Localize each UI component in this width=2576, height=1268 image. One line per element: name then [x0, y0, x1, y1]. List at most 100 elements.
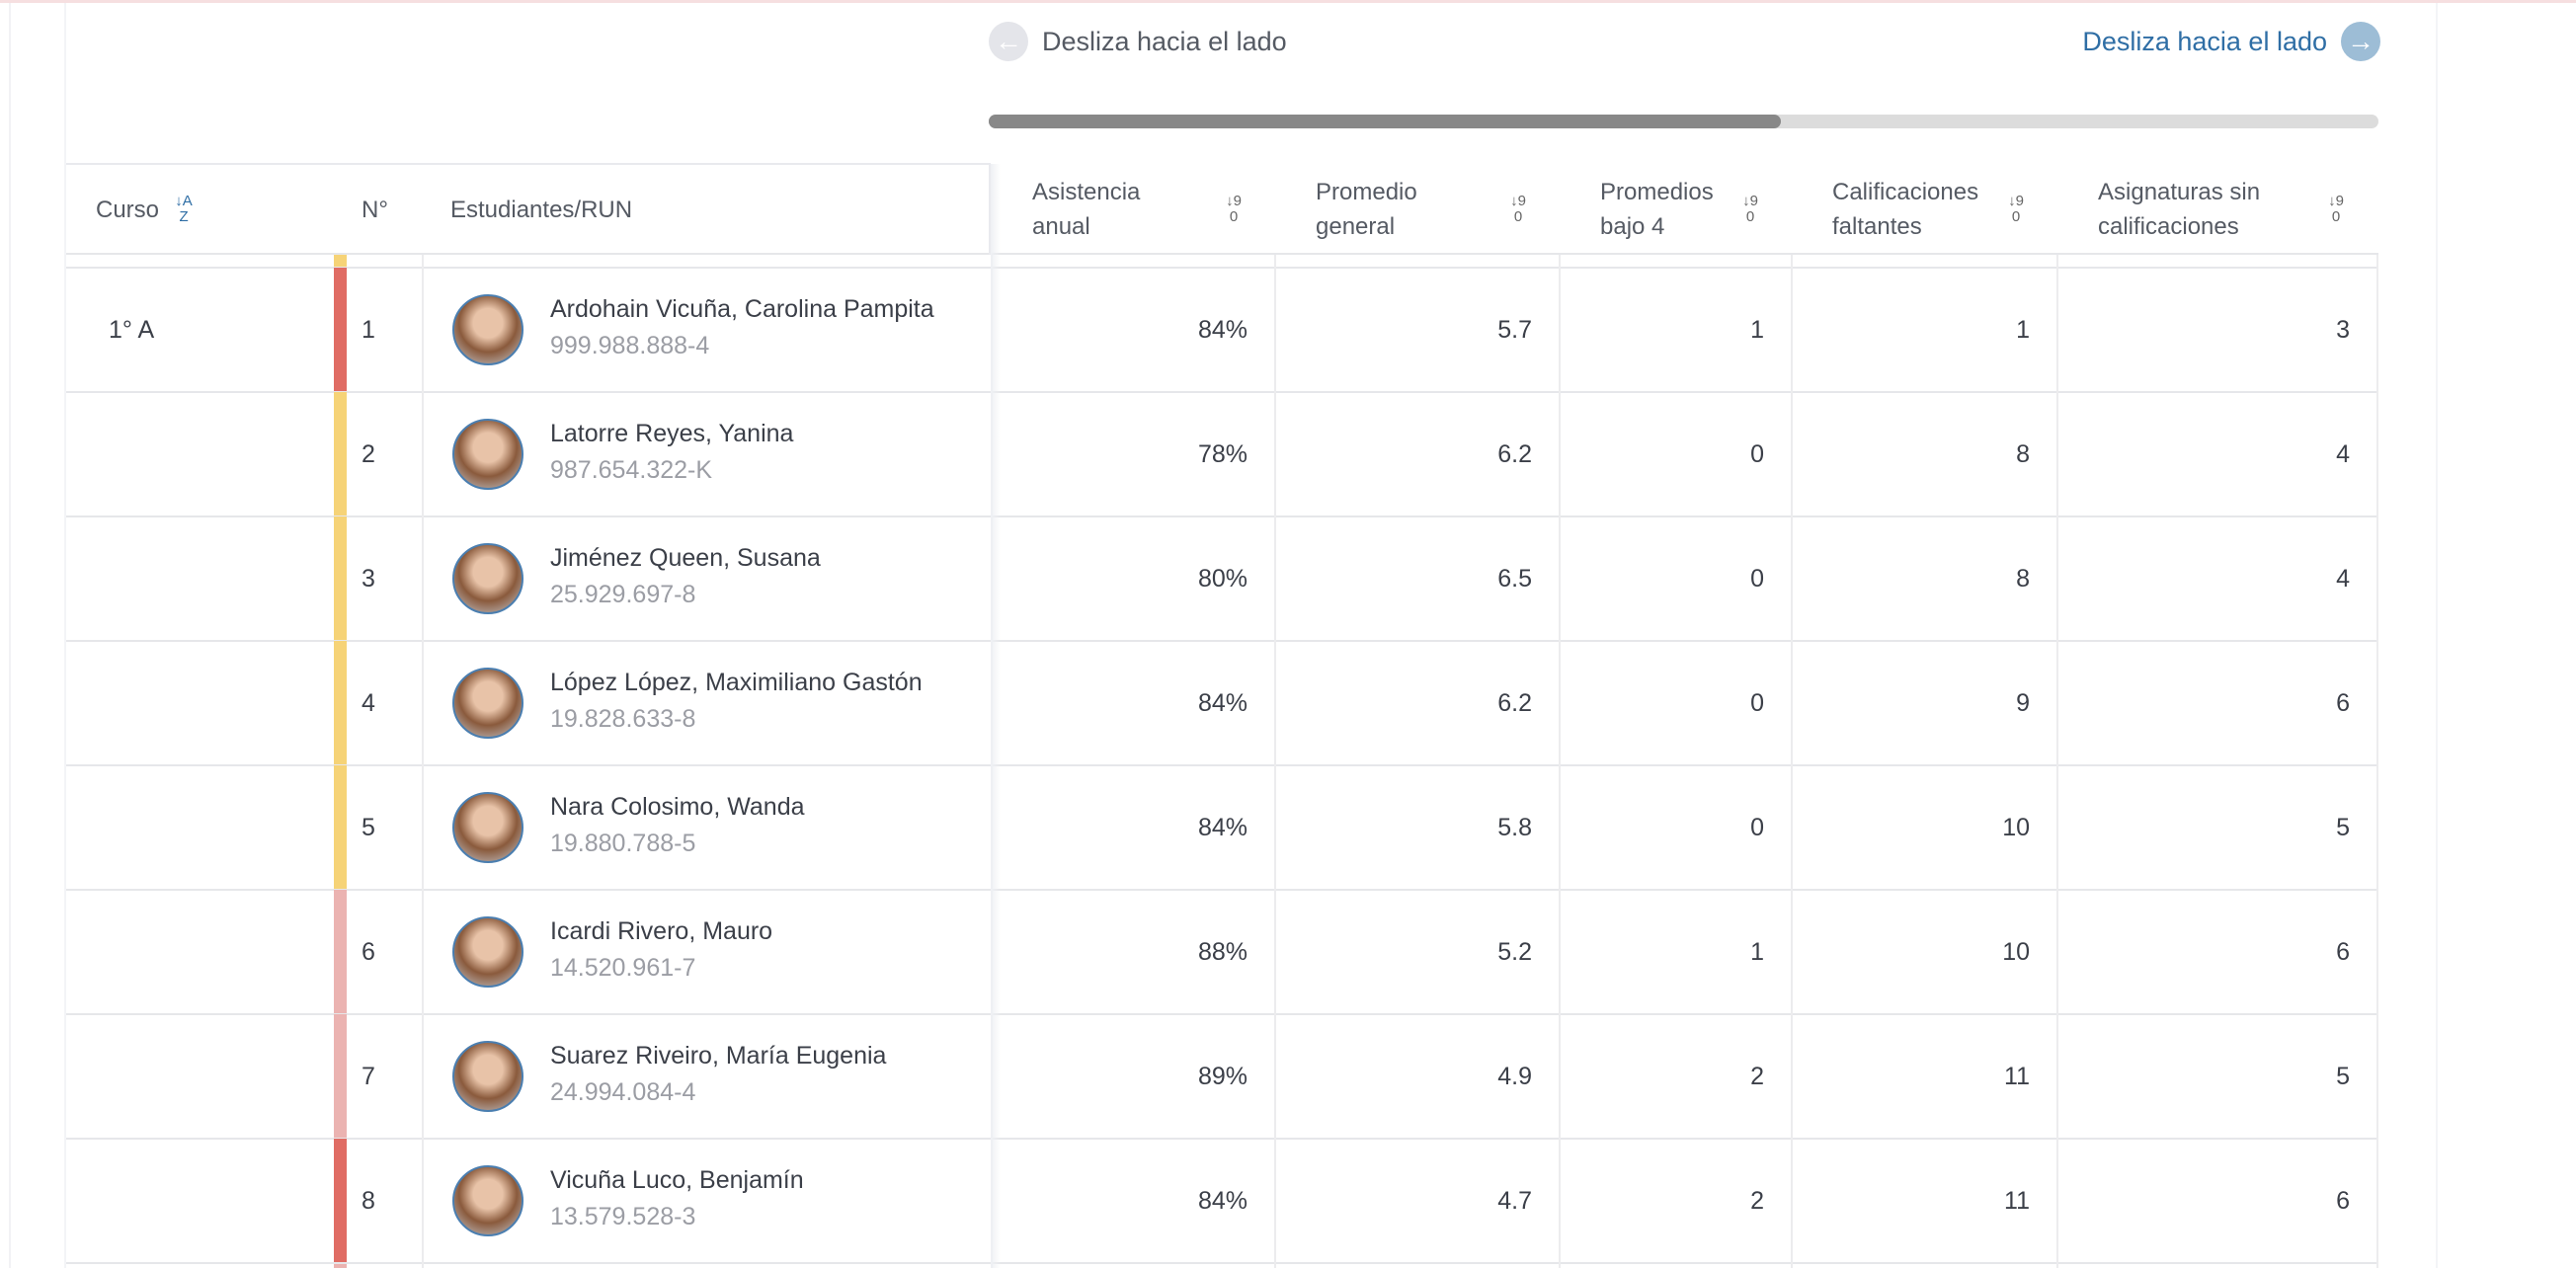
- avatar: [452, 792, 523, 863]
- cell-bajo4: 0: [1750, 813, 1764, 841]
- student-name[interactable]: López López, Maximiliano Gastón: [550, 669, 923, 696]
- sort-numeric-icon[interactable]: ↓9 0: [2008, 193, 2024, 225]
- cell-bajo4: 2: [1750, 1062, 1764, 1090]
- cell-bajo4: 1: [1750, 315, 1764, 344]
- student-name[interactable]: Nara Colosimo, Wanda: [550, 793, 805, 821]
- cell-faltantes: 8: [2016, 439, 2030, 468]
- top-border: [0, 0, 2576, 3]
- cell-sin_calif: 4: [2336, 564, 2350, 593]
- student-info[interactable]: Nara Colosimo, Wanda 19.880.788-5: [550, 793, 805, 858]
- row-number: 1: [362, 315, 375, 344]
- cell-asistencia: 84%: [1197, 813, 1248, 841]
- status-bar: [334, 392, 347, 516]
- avatar: [452, 543, 523, 614]
- status-bar: [334, 268, 347, 392]
- table-header: Curso ↓A Z N° Estudiantes/RUN: [66, 164, 2378, 255]
- cell-sin_calif: 6: [2336, 688, 2350, 717]
- cell-promedio: 6.5: [1497, 564, 1532, 593]
- course-label: 1° A: [109, 315, 155, 344]
- status-bar: [334, 765, 347, 890]
- cell-sin_calif: 6: [2336, 937, 2350, 966]
- column-divider: [1274, 255, 1276, 1268]
- header-asistencia[interactable]: Asistencia anual ↓9 0: [1032, 164, 1247, 255]
- student-info[interactable]: Ardohain Vicuña, Carolina Pampita 999.98…: [550, 295, 934, 360]
- cell-asistencia: 84%: [1197, 315, 1248, 344]
- student-name[interactable]: Jiménez Queen, Susana: [550, 544, 821, 572]
- status-bar: [334, 1139, 347, 1263]
- sort-numeric-icon[interactable]: ↓9 0: [2328, 193, 2344, 225]
- row-number: 8: [362, 1186, 375, 1215]
- cell-bajo4: 1: [1750, 937, 1764, 966]
- cell-promedio: 4.7: [1497, 1186, 1532, 1215]
- student-run: 13.579.528-3: [550, 1203, 696, 1230]
- cell-asistencia: 80%: [1197, 564, 1248, 593]
- avatar: [452, 419, 523, 490]
- column-divider: [1559, 255, 1561, 1268]
- divider: [66, 640, 2378, 642]
- header-asistencia-label: Asistencia anual: [1032, 179, 1141, 240]
- avatar: [452, 1165, 523, 1236]
- student-run: 19.880.788-5: [550, 830, 696, 857]
- cell-sin_calif: 5: [2336, 1062, 2350, 1090]
- sort-numeric-icon[interactable]: ↓9 0: [1226, 193, 1242, 225]
- header-bajo4[interactable]: Promedios bajo 4 ↓9 0: [1600, 164, 1763, 255]
- row-number: 7: [362, 1062, 375, 1090]
- header-curso[interactable]: Curso ↓A Z: [96, 164, 333, 255]
- sort-alpha-icon[interactable]: ↓A Z: [175, 193, 193, 225]
- cell-faltantes: 11: [2004, 1186, 2030, 1215]
- cell-bajo4: 0: [1750, 439, 1764, 468]
- student-name[interactable]: Suarez Riveiro, María Eugenia: [550, 1042, 887, 1070]
- student-info[interactable]: Suarez Riveiro, María Eugenia 24.994.084…: [550, 1042, 886, 1107]
- row-number: 3: [362, 564, 375, 593]
- cell-promedio: 6.2: [1497, 688, 1532, 717]
- scroll-right-label: Desliza hacia el lado: [2082, 26, 2327, 56]
- student-run: 25.929.697-8: [550, 581, 696, 608]
- cell-sin_calif: 4: [2336, 439, 2350, 468]
- column-divider: [2376, 255, 2378, 1268]
- student-info[interactable]: López López, Maximiliano Gastón 19.828.6…: [550, 669, 923, 734]
- student-name[interactable]: Icardi Rivero, Mauro: [550, 917, 773, 945]
- row-number: 6: [362, 937, 375, 966]
- student-info[interactable]: Vicuña Luco, Benjamín 13.579.528-3: [550, 1166, 804, 1231]
- column-divider: [1791, 255, 1793, 1268]
- cell-faltantes: 10: [2002, 813, 2030, 841]
- avatar: [452, 668, 523, 739]
- cell-promedio: 6.2: [1497, 439, 1532, 468]
- divider: [66, 1262, 2378, 1264]
- divider: [66, 391, 2378, 393]
- sort-numeric-icon[interactable]: ↓9 0: [1742, 193, 1758, 225]
- row-number: 5: [362, 813, 375, 841]
- scroll-left-button[interactable]: ← Desliza hacia el lado: [989, 20, 1287, 63]
- divider: [66, 764, 2378, 766]
- student-name[interactable]: Latorre Reyes, Yanina: [550, 420, 794, 447]
- arrow-left-icon: ←: [989, 22, 1028, 61]
- cell-faltantes: 8: [2016, 564, 2030, 593]
- cell-promedio: 4.9: [1497, 1062, 1532, 1090]
- cell-bajo4: 0: [1750, 688, 1764, 717]
- cell-faltantes: 11: [2004, 1062, 2030, 1090]
- student-info[interactable]: Jiménez Queen, Susana 25.929.697-8: [550, 544, 821, 609]
- header-bajo4-label: Promedios bajo 4: [1600, 179, 1714, 240]
- header-curso-label: Curso: [96, 196, 160, 223]
- student-run: 999.988.888-4: [550, 332, 710, 359]
- horizontal-scrollbar[interactable]: [989, 115, 2378, 128]
- sort-numeric-icon[interactable]: ↓9 0: [1510, 193, 1526, 225]
- scroll-right-button[interactable]: Desliza hacia el lado →: [2082, 20, 2380, 63]
- scrollbar-thumb[interactable]: [989, 115, 1781, 128]
- divider: [66, 515, 2378, 517]
- cell-asistencia: 84%: [1197, 1186, 1248, 1215]
- divider: [66, 163, 991, 165]
- header-sin_calif[interactable]: Asignaturas sin calificaciones ↓9 0: [2098, 164, 2349, 255]
- header-promedio[interactable]: Promedio general ↓9 0: [1316, 164, 1531, 255]
- student-info[interactable]: Latorre Reyes, Yanina 987.654.322-K: [550, 420, 793, 485]
- header-faltantes[interactable]: Calificaciones faltantes ↓9 0: [1832, 164, 2029, 255]
- avatar: [452, 294, 523, 365]
- student-info[interactable]: Icardi Rivero, Mauro 14.520.961-7: [550, 917, 772, 983]
- student-run: 24.994.084-4: [550, 1078, 696, 1106]
- cell-faltantes: 9: [2016, 688, 2030, 717]
- cell-sin_calif: 5: [2336, 813, 2350, 841]
- student-name[interactable]: Vicuña Luco, Benjamín: [550, 1166, 804, 1194]
- divider: [66, 889, 2378, 891]
- student-name[interactable]: Ardohain Vicuña, Carolina Pampita: [550, 295, 934, 323]
- right-gutter: [2436, 3, 2576, 1268]
